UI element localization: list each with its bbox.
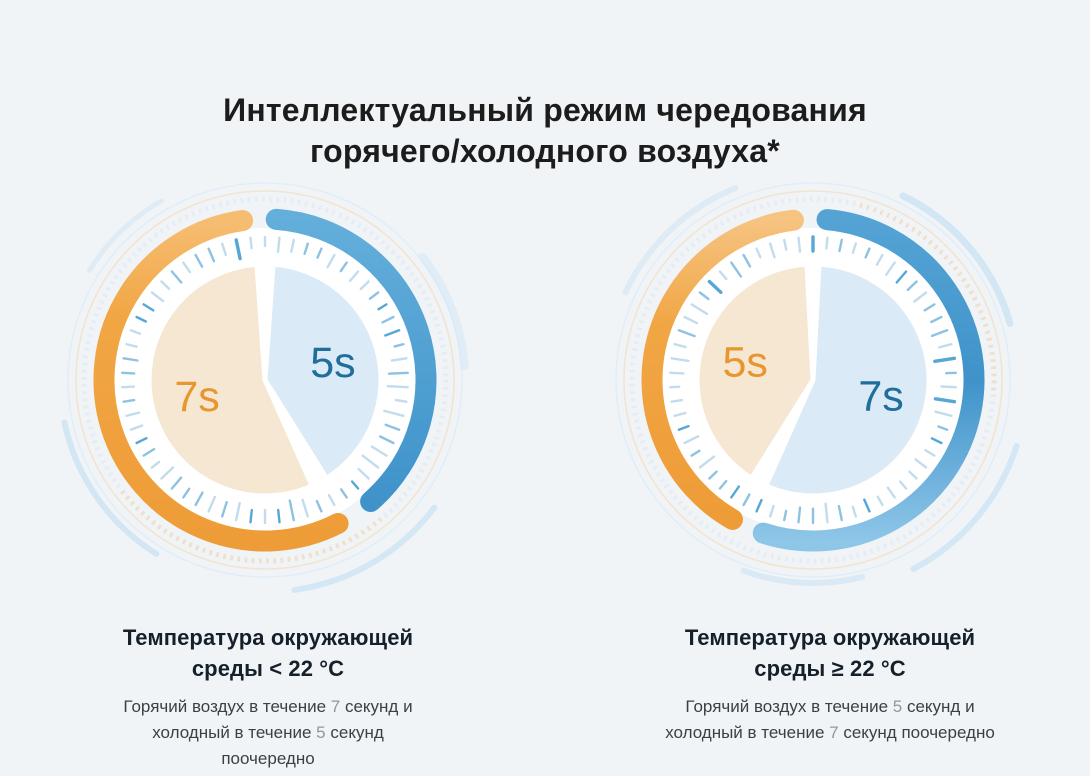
main-arcs [93,208,437,552]
hot-air-arc [641,209,804,530]
decorative-rings [615,182,1020,586]
gauge-dial-left: 7s 5s [45,160,485,600]
cold-air-arc [265,208,437,513]
subtext-line: поочередно [221,749,315,768]
hot-air-arc [93,210,349,552]
cold-air-arc [752,209,985,552]
gauge-dial-right: 5s 7s [593,160,1033,600]
cold-air-sector [763,261,932,499]
main-arcs [641,209,985,552]
hot-duration-label: 7s [174,373,219,421]
gauge-svg-ambient-below-22: 7s 5s [61,182,469,593]
duration-labels: 7s 5s [174,339,355,421]
page-title-line-1: Интеллектуальный режим чередования [223,92,867,128]
caption-right-title: Температура окружающей среды ≥ 22 °C [615,622,1045,684]
tick-ring [668,235,957,525]
hot-duration-label: 5s [722,339,767,387]
duration-labels: 5s 7s [722,339,903,421]
subtext-line: Горячий воздух в течение 5 секунд и [685,697,975,716]
page-title: Интеллектуальный режим чередования горяч… [0,90,1090,172]
hot-air-sector [146,261,315,499]
cold-duration-label: 5s [310,339,355,387]
caption-right-title-line-1: Температура окружающей [684,625,976,650]
duration-sectors [146,261,384,499]
subtext-line: холодный в течение 5 секунд [152,723,384,742]
cold-air-sector [262,261,384,481]
caption-left-subtext: Горячий воздух в течение 7 секунд и холод… [53,694,483,772]
page-title-line-2: горячего/холодного воздуха* [310,133,780,169]
caption-left-title-line-2: среды < 22 °C [191,656,345,681]
caption-right-title-line-2: среды ≥ 22 °C [754,656,906,681]
caption-right-subtext: Горячий воздух в течение 5 секунд и холод… [615,694,1045,746]
duration-sectors [694,261,932,499]
caption-left: Температура окружающей среды < 22 °C Гор… [53,622,483,772]
subtext-line: холодный в течение 7 секунд поочередно [665,723,995,742]
caption-left-title: Температура окружающей среды < 22 °C [53,622,483,684]
subtext-line: Горячий воздух в течение 7 секунд и [123,697,413,716]
cold-duration-label: 7s [858,372,903,420]
decorative-rings [61,182,469,593]
caption-right: Температура окружающей среды ≥ 22 °C Гор… [615,622,1045,746]
gauge-svg-ambient-22-and-above: 5s 7s [615,182,1020,586]
tick-ring [120,235,409,525]
caption-left-title-line-1: Температура окружающей [122,625,414,650]
hot-air-sector [694,261,816,481]
